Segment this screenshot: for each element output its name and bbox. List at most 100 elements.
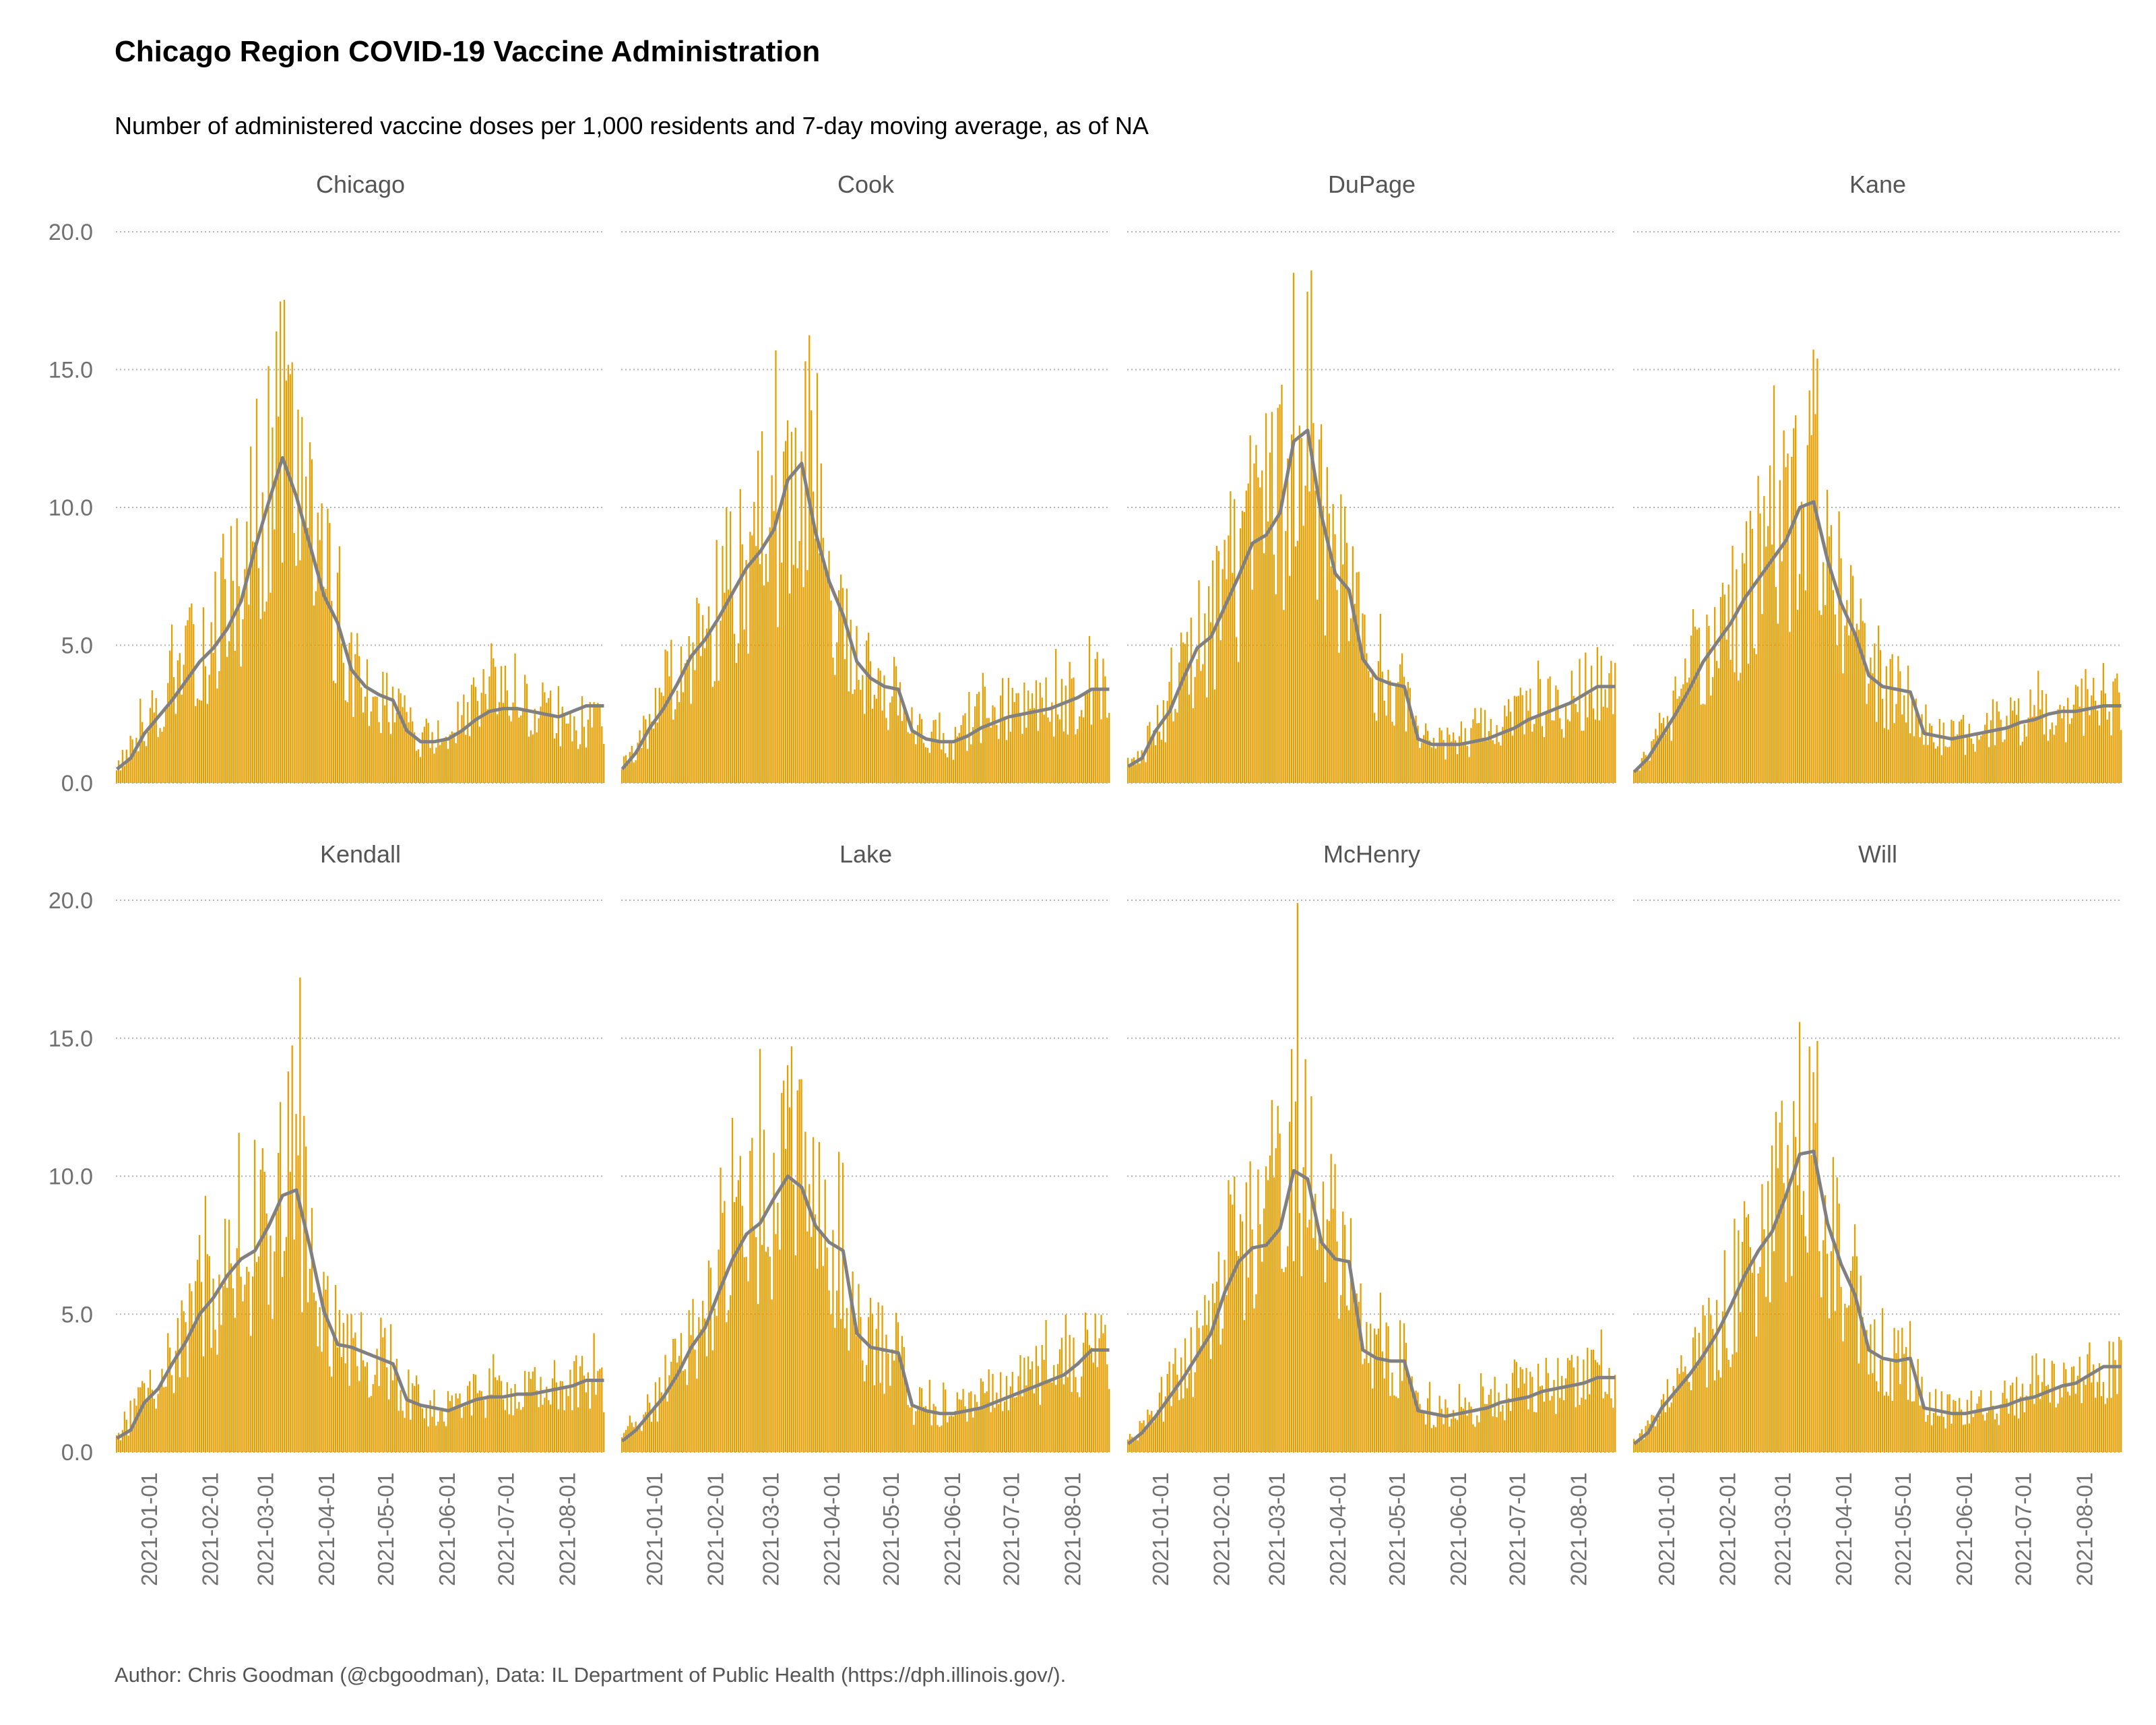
daily-bar <box>1587 1348 1589 1452</box>
daily-bar <box>1521 1369 1523 1452</box>
daily-bar <box>461 715 463 783</box>
daily-bar <box>2053 1364 2055 1452</box>
daily-bar <box>342 662 344 783</box>
daily-bar <box>185 625 187 783</box>
daily-bar <box>2096 710 2099 783</box>
daily-bar <box>591 727 593 783</box>
daily-bar <box>678 1356 680 1452</box>
daily-bar <box>1541 1385 1544 1452</box>
daily-bar <box>1021 1396 1023 1452</box>
daily-bar <box>1186 631 1188 783</box>
daily-bar <box>1069 662 1071 783</box>
daily-bar <box>1749 511 1752 783</box>
daily-bar <box>1143 756 1145 783</box>
daily-bar <box>1397 682 1399 783</box>
daily-bar <box>1051 702 1053 783</box>
daily-bar <box>553 1360 556 1452</box>
daily-bar <box>1488 1395 1490 1452</box>
daily-bar <box>1127 757 1129 783</box>
daily-bar <box>970 744 972 783</box>
daily-bar <box>587 719 589 783</box>
y-tick-label: 15.0 <box>49 358 93 383</box>
daily-bar <box>451 1395 453 1452</box>
daily-bar <box>1600 656 1602 783</box>
daily-bar <box>1698 1332 1700 1452</box>
daily-bar <box>1777 623 1779 783</box>
daily-bar <box>2095 700 2097 783</box>
daily-bar <box>344 1363 346 1452</box>
daily-bar <box>311 459 313 783</box>
daily-bar <box>1350 1218 1352 1452</box>
daily-bar <box>1063 1384 1065 1452</box>
daily-bar <box>1966 736 1969 783</box>
daily-bar <box>297 409 299 783</box>
daily-bar <box>960 724 962 783</box>
daily-bar <box>1251 1229 1253 1452</box>
daily-bar <box>1434 1426 1436 1452</box>
daily-bar <box>226 656 228 783</box>
daily-bar <box>1771 544 1773 783</box>
daily-bar <box>1033 708 1036 783</box>
daily-bar <box>563 1410 565 1452</box>
daily-bar <box>1405 1343 1407 1452</box>
daily-bar <box>1816 1040 1818 1452</box>
daily-bar <box>757 1304 759 1452</box>
daily-bar <box>1604 1391 1606 1452</box>
daily-bar <box>534 1367 536 1452</box>
daily-bar <box>1340 1295 1342 1452</box>
daily-bar <box>141 722 144 783</box>
daily-bar <box>1872 1373 1874 1452</box>
daily-bar <box>315 591 317 783</box>
x-tick-label: 2021-02-01 <box>703 1472 728 1586</box>
daily-bar <box>798 540 800 783</box>
daily-bar <box>1454 740 1457 783</box>
daily-bar <box>915 744 917 783</box>
daily-bar <box>2019 1396 2022 1452</box>
daily-bar <box>1866 1329 1868 1452</box>
daily-bar <box>581 1356 583 1452</box>
daily-bar <box>1747 1214 1750 1452</box>
daily-bar <box>1568 1360 1571 1452</box>
daily-bar <box>700 656 702 783</box>
daily-bar <box>360 687 362 783</box>
daily-bar <box>599 704 601 783</box>
daily-bar <box>759 1048 761 1452</box>
daily-bar <box>1581 730 1583 783</box>
daily-bar <box>879 1383 881 1452</box>
daily-bar <box>879 670 881 783</box>
daily-bar <box>1978 1396 1980 1452</box>
daily-bar <box>1188 1373 1191 1452</box>
daily-bar <box>1876 722 1878 783</box>
daily-bar <box>692 642 694 783</box>
daily-bar <box>457 1398 459 1452</box>
daily-bar <box>1747 663 1750 783</box>
daily-bar <box>1453 732 1455 783</box>
daily-bar <box>1332 1208 1334 1452</box>
daily-bar <box>1255 1294 1257 1452</box>
daily-bar <box>1438 1395 1440 1452</box>
daily-bar <box>781 562 783 783</box>
daily-bar <box>1330 566 1332 783</box>
daily-bar <box>1007 677 1010 783</box>
daily-bar <box>163 726 165 783</box>
daily-bar <box>1133 1439 1135 1452</box>
daily-bar <box>1356 572 1358 783</box>
daily-bar <box>1182 642 1184 783</box>
daily-bar <box>1196 659 1198 783</box>
daily-bar <box>811 1236 813 1452</box>
daily-bar <box>585 1392 588 1452</box>
daily-bar <box>680 646 683 783</box>
daily-bar <box>1793 428 1795 783</box>
daily-bar <box>2061 1397 2063 1452</box>
daily-bar <box>1653 739 1655 783</box>
panel-title: Will <box>1858 840 1897 868</box>
daily-bar <box>2081 678 2083 783</box>
daily-bar <box>366 1362 369 1452</box>
daily-bar <box>589 701 591 783</box>
daily-bar <box>393 1369 396 1452</box>
daily-bar <box>1423 1411 1425 1452</box>
y-tick-label: 20.0 <box>49 888 93 914</box>
daily-bar <box>1598 1365 1600 1452</box>
daily-bar <box>1348 1310 1350 1452</box>
daily-bar <box>767 582 769 783</box>
